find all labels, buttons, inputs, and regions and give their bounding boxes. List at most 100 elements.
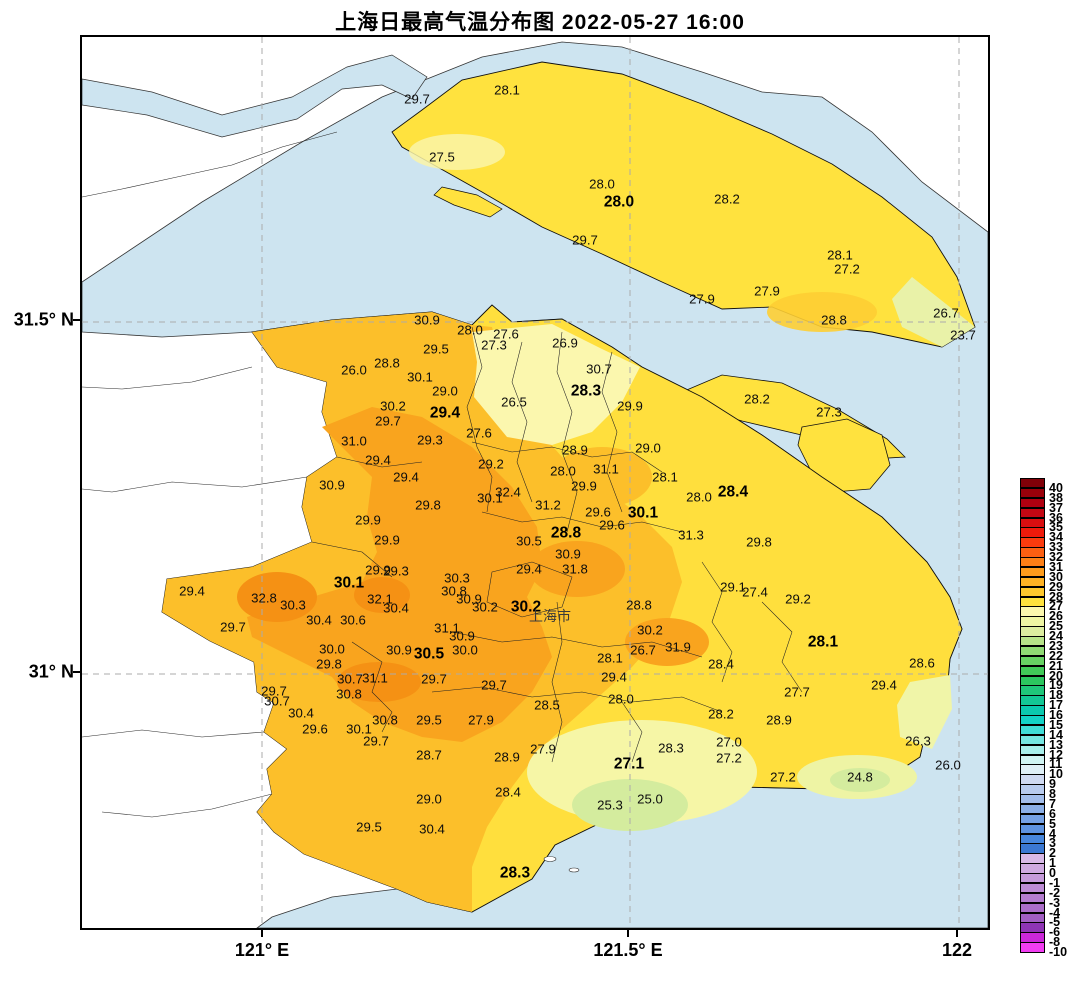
temp-label: 30.0 bbox=[452, 642, 478, 658]
zone-hot-2 bbox=[354, 577, 410, 613]
page-title: 上海日最高气温分布图 2022-05-27 16:00 bbox=[335, 11, 745, 34]
temp-label: 29.3 bbox=[383, 563, 409, 579]
temp-label: 29.9 bbox=[617, 398, 643, 414]
temp-label: 30.9 bbox=[456, 591, 482, 607]
temp-label: 28.8 bbox=[626, 597, 652, 613]
temp-label: 29.1 bbox=[720, 579, 746, 595]
temp-label: 30.7 bbox=[337, 671, 363, 687]
colorbar-tick-label: 34 bbox=[1049, 530, 1063, 545]
temp-label: 29.6 bbox=[585, 504, 611, 520]
temp-label: 29.4 bbox=[393, 469, 419, 485]
lon-tick bbox=[627, 930, 629, 937]
colorbar-tick-label: 33 bbox=[1049, 540, 1063, 555]
bay-islet bbox=[543, 856, 557, 862]
temp-label: 28.0 bbox=[589, 176, 615, 192]
colorbar-tick-label: 15 bbox=[1049, 717, 1063, 732]
temp-label: 23.7 bbox=[950, 327, 976, 343]
temp-label: 30.2 bbox=[380, 398, 406, 414]
temp-label: 29.7 bbox=[220, 619, 246, 635]
gridlines bbox=[82, 37, 988, 928]
lon-tick-label: 121.5° E bbox=[593, 940, 663, 960]
temp-label: 28.4 bbox=[495, 784, 521, 800]
temp-label: 30.9 bbox=[319, 477, 345, 493]
temp-label: 27.9 bbox=[530, 741, 556, 757]
colorbar-tick-label: 38 bbox=[1049, 490, 1063, 505]
temp-label: 29.9 bbox=[355, 512, 381, 528]
temp-label: 29.7 bbox=[481, 677, 507, 693]
temp-label: 29.4 bbox=[871, 677, 897, 693]
temp-label: 27.9 bbox=[754, 283, 780, 299]
neighbor-boundaries bbox=[82, 131, 338, 818]
temp-label: 31.1 bbox=[362, 670, 388, 686]
zone-orange-east bbox=[625, 618, 709, 666]
temp-label: 31.0 bbox=[341, 433, 367, 449]
temp-label: 29.6 bbox=[302, 721, 328, 737]
temp-label: 26.9 bbox=[552, 335, 578, 351]
temp-label: 28.6 bbox=[909, 655, 935, 671]
temp-label: 27.3 bbox=[816, 404, 842, 420]
temp-label: 29.4 bbox=[601, 669, 627, 685]
temp-label: 31.2 bbox=[535, 497, 561, 513]
colorbar-tick-label: 30 bbox=[1049, 569, 1063, 584]
temp-label: 30.1 bbox=[477, 490, 503, 506]
colorbar-tick-label: -6 bbox=[1049, 925, 1061, 940]
temp-label: 30.1 bbox=[407, 369, 433, 385]
temp-label: 32.4 bbox=[495, 484, 521, 500]
colorbar-tick-label: -2 bbox=[1049, 885, 1061, 900]
temp-label: 31.9 bbox=[665, 639, 691, 655]
temp-label: 30.4 bbox=[383, 600, 409, 616]
zone-pale-ne bbox=[472, 324, 640, 445]
temp-label: 25.0 bbox=[637, 791, 663, 807]
colorbar-tick-label: -3 bbox=[1049, 895, 1061, 910]
colorbar-tick-label: 35 bbox=[1049, 520, 1063, 535]
temp-label: 29.7 bbox=[572, 232, 598, 248]
temp-label: 30.7 bbox=[586, 361, 612, 377]
temp-label: 28.1 bbox=[494, 82, 520, 98]
colorbar-tick-label: 31 bbox=[1049, 559, 1063, 574]
temp-label: 28.9 bbox=[766, 712, 792, 728]
temp-label: 28.4 bbox=[708, 656, 734, 672]
temp-label: 30.9 bbox=[386, 642, 412, 658]
temp-label: 28.3 bbox=[499, 864, 531, 882]
temp-label: 26.5 bbox=[501, 394, 527, 410]
colorbar-tick-label: 25 bbox=[1049, 619, 1063, 634]
bay-islet bbox=[568, 867, 580, 873]
shanghai-mainland bbox=[161, 304, 963, 913]
temp-label: 28.0 bbox=[608, 691, 634, 707]
lat-tick bbox=[73, 319, 80, 321]
temp-label: 29.5 bbox=[416, 712, 442, 728]
colorbar-tick-label: 2 bbox=[1049, 846, 1056, 861]
city-name-label: 上海市 bbox=[529, 608, 571, 624]
temp-label: 28.0 bbox=[686, 489, 712, 505]
temp-label: 29.5 bbox=[356, 819, 382, 835]
temp-label: 30.3 bbox=[280, 597, 306, 613]
temp-label: 28.7 bbox=[416, 747, 442, 763]
temp-label: 30.9 bbox=[414, 312, 440, 328]
lat-tick-label: 31.5° N bbox=[13, 309, 74, 330]
colorbar-tick-label: 0 bbox=[1049, 866, 1056, 880]
zone-pale-easttip bbox=[897, 675, 952, 749]
temp-label: 29.9 bbox=[374, 532, 400, 548]
temp-label: 28.2 bbox=[744, 391, 770, 407]
temp-label: 30.8 bbox=[336, 686, 362, 702]
temp-label: 29.4 bbox=[516, 561, 542, 577]
colorbar-tick-label: -5 bbox=[1049, 915, 1061, 930]
colorbar-tick-label: 3 bbox=[1049, 836, 1056, 851]
colorbar-tick-label: 32 bbox=[1049, 550, 1063, 564]
temp-label: 27.7 bbox=[784, 684, 810, 700]
temp-label: 30.1 bbox=[627, 504, 659, 522]
temp-label: 29.6 bbox=[599, 517, 625, 533]
temp-label: 30.9 bbox=[555, 546, 581, 562]
colorbar-tick-label: 16 bbox=[1049, 708, 1063, 722]
colorbar-tick-label: -1 bbox=[1049, 875, 1061, 890]
zone-hot-1 bbox=[237, 572, 317, 622]
lon-tick-label: 122 bbox=[941, 940, 973, 960]
temp-label: 29.7 bbox=[363, 733, 389, 749]
lon-tick-label: 121° E bbox=[234, 940, 290, 960]
temp-label: 30.6 bbox=[340, 612, 366, 628]
temp-label: 32.8 bbox=[251, 590, 277, 606]
colorbar-tick-label: 23 bbox=[1049, 638, 1063, 653]
colorbar-tick-label: 26 bbox=[1049, 609, 1063, 624]
temp-label: 29.4 bbox=[429, 404, 461, 422]
